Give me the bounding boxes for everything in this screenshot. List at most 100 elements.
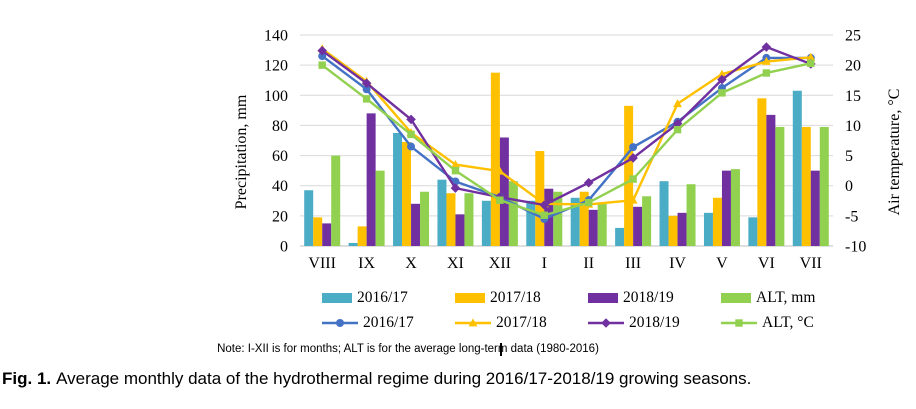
month-label: II — [583, 255, 594, 272]
bar — [313, 217, 323, 246]
bar — [420, 191, 430, 246]
diamond-marker — [761, 42, 772, 52]
triangle-marker — [468, 318, 478, 327]
bar — [402, 142, 412, 246]
circle-marker — [318, 52, 327, 61]
month-label: VI — [758, 255, 775, 272]
circle-marker — [629, 143, 638, 152]
bar — [624, 105, 634, 246]
left-axis-title: Precipitation, mm — [233, 94, 250, 209]
month-label: V — [716, 255, 728, 272]
bar-series-2016/17 — [304, 90, 802, 246]
square-marker — [807, 59, 815, 68]
line-series-2017/18 — [317, 44, 816, 208]
month-label: IX — [358, 255, 375, 272]
bar — [668, 215, 678, 246]
bar — [686, 184, 696, 246]
bar — [792, 90, 802, 246]
month-label: X — [405, 255, 417, 272]
diamond-marker — [717, 74, 727, 85]
legend-item: 2017/18 — [455, 289, 588, 307]
bar — [322, 223, 332, 246]
legend-label: 2016/17 — [363, 314, 414, 331]
square-marker — [673, 125, 682, 134]
bar — [659, 181, 669, 246]
square-marker — [735, 319, 743, 327]
left-axis-tick-label: 140 — [264, 28, 288, 45]
bar — [526, 200, 536, 246]
legend-line-swatch — [455, 318, 491, 327]
month-label: I — [542, 255, 547, 272]
legend-item: 2018/19 — [588, 314, 721, 332]
diamond-marker — [317, 45, 328, 56]
left-axis-tick-label: 80 — [272, 118, 288, 135]
right-axis-tick-label: 10 — [845, 118, 861, 135]
bar — [570, 197, 580, 246]
right-axis-tick-label: 0 — [845, 178, 853, 195]
right-axis-tick-label: -5 — [845, 208, 858, 225]
legend-bar-swatch — [588, 293, 618, 303]
bar — [615, 227, 625, 246]
circle-marker — [362, 85, 371, 94]
legend-item: ALT, °C — [721, 314, 854, 332]
diamond-marker — [450, 183, 461, 193]
diamond-marker — [406, 114, 416, 125]
bar — [553, 191, 563, 246]
bar — [446, 193, 456, 246]
legend-line-swatch — [721, 319, 757, 327]
bar — [357, 226, 367, 246]
triangle-marker — [628, 195, 638, 204]
bar — [703, 212, 713, 246]
square-marker — [629, 175, 637, 183]
right-axis-tick-label: -10 — [845, 239, 866, 256]
square-marker — [318, 61, 326, 69]
bar — [633, 206, 643, 246]
line-series-2016/17 — [318, 52, 815, 223]
bar — [588, 209, 598, 246]
bar — [775, 126, 785, 246]
bar — [375, 170, 385, 246]
legend-label: 2018/19 — [629, 314, 680, 331]
bar — [721, 170, 731, 246]
diamond-marker — [539, 200, 550, 210]
right-axis-tick-label: 25 — [845, 28, 861, 45]
bar — [642, 196, 652, 246]
triangle-marker — [717, 69, 727, 78]
legend-item: ALT, mm — [721, 289, 854, 307]
bar-series-ALT, mm — [331, 126, 829, 246]
bar-series-2017/18 — [313, 72, 811, 246]
bar — [366, 113, 376, 246]
bar — [766, 114, 776, 246]
bar — [730, 169, 740, 246]
bar — [748, 217, 758, 246]
square-marker — [451, 166, 460, 175]
legend-item: 2016/17 — [322, 289, 455, 307]
bar — [819, 126, 829, 246]
month-label: IV — [669, 255, 686, 272]
bar — [348, 242, 358, 246]
bar — [757, 98, 767, 246]
legend-item: 2017/18 — [455, 314, 588, 332]
caption-text: Average monthly data of the hydrothermal… — [56, 369, 752, 388]
bar — [304, 190, 314, 246]
triangle-marker — [806, 52, 816, 61]
bar — [801, 126, 811, 246]
bar — [597, 203, 607, 246]
series-line — [321, 45, 812, 207]
right-axis-title: Air temperature, °C — [886, 89, 903, 216]
right-axis-tick-label: 5 — [845, 148, 853, 165]
bar — [455, 214, 465, 246]
square-marker — [718, 89, 726, 97]
legend-label: ALT, °C — [762, 314, 814, 331]
left-axis-tick-label: 120 — [264, 58, 288, 75]
circle-marker — [336, 319, 344, 327]
square-marker — [407, 130, 415, 139]
legend-label: 2017/18 — [490, 289, 541, 306]
legend-label: 2017/18 — [496, 314, 547, 331]
legend-label: 2018/19 — [623, 289, 674, 306]
diamond-marker — [583, 177, 594, 188]
circle-marker — [407, 142, 416, 151]
legend-item: 2016/17 — [322, 314, 455, 332]
legend-label: ALT, mm — [756, 289, 816, 306]
